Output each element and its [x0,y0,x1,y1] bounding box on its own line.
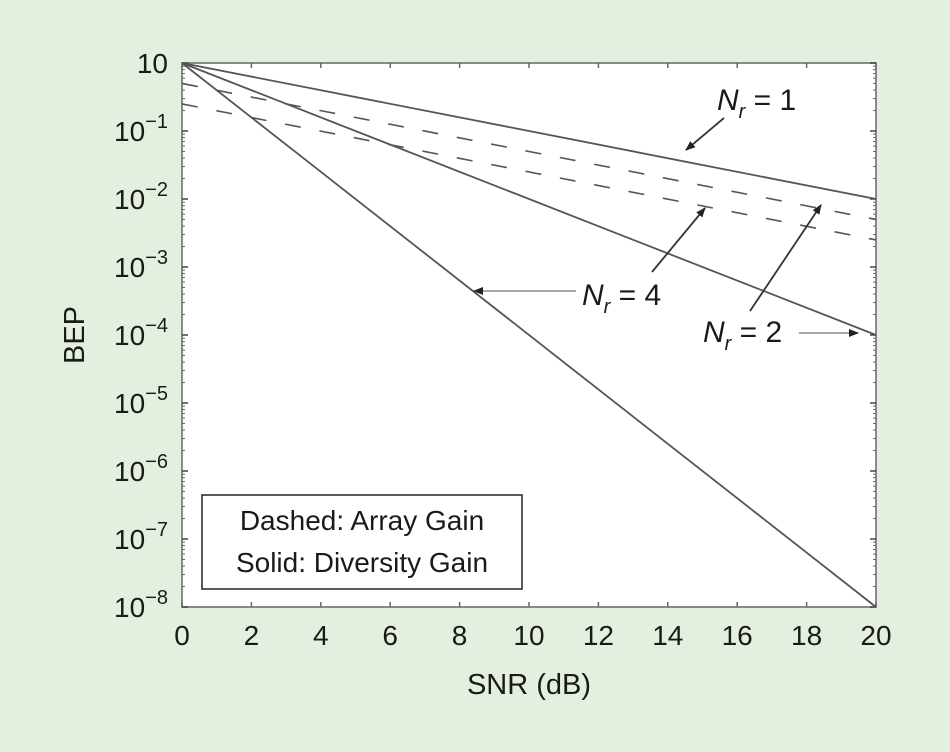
x-tick-label: 0 [174,620,190,651]
x-tick-label: 4 [313,620,329,651]
y-tick-label: 10−6 [114,451,168,487]
x-axis: 0 2 4 6 8 10 12 14 16 18 20 [174,63,892,651]
legend-dashed: Dashed: Array Gain [240,505,484,536]
y-tick-label: 10−3 [114,247,168,283]
x-tick-label: 12 [583,620,614,651]
svg-text:Nr = 1: Nr = 1 [717,84,796,123]
y-axis: 10 10−1 10−2 10−3 10−4 10−5 10−6 10−7 10−8 [114,48,876,623]
annotation-nr4: Nr = 4 [473,207,706,318]
series-line [181,103,877,241]
y-tick-label: 10−5 [114,383,168,419]
series-line [181,62,877,336]
y-tick-label: 10 [137,48,168,79]
x-axis-title: SNR (dB) [467,669,591,701]
x-tick-label: 8 [452,620,468,651]
legend: Dashed: Array Gain Solid: Diversity Gain [201,494,523,590]
series-lines [181,62,877,608]
y-tick-label: 10−2 [114,179,168,215]
x-tick-label: 20 [860,620,891,651]
x-tick-label: 6 [382,620,398,651]
y-axis-title: BEP [59,306,91,364]
series-line [181,62,877,608]
x-tick-label: 14 [652,620,683,651]
y-tick-label: 10−4 [114,315,168,351]
x-tick-label: 10 [513,620,544,651]
y-tick-label: 10−8 [114,587,168,623]
legend-solid: Solid: Diversity Gain [236,547,488,578]
series-line [181,82,877,221]
x-tick-label: 16 [722,620,753,651]
svg-text:Nr = 4: Nr = 4 [582,279,661,318]
annotation-nr1: Nr = 1 [685,84,796,151]
x-tick-label: 2 [244,620,260,651]
y-tick-label: 10−1 [114,111,168,147]
series-line [181,62,877,200]
x-tick-label: 18 [791,620,822,651]
annotation-nr2: Nr = 2 [703,204,859,355]
svg-text:Nr = 2: Nr = 2 [703,316,782,355]
y-tick-label: 10−7 [114,519,168,555]
